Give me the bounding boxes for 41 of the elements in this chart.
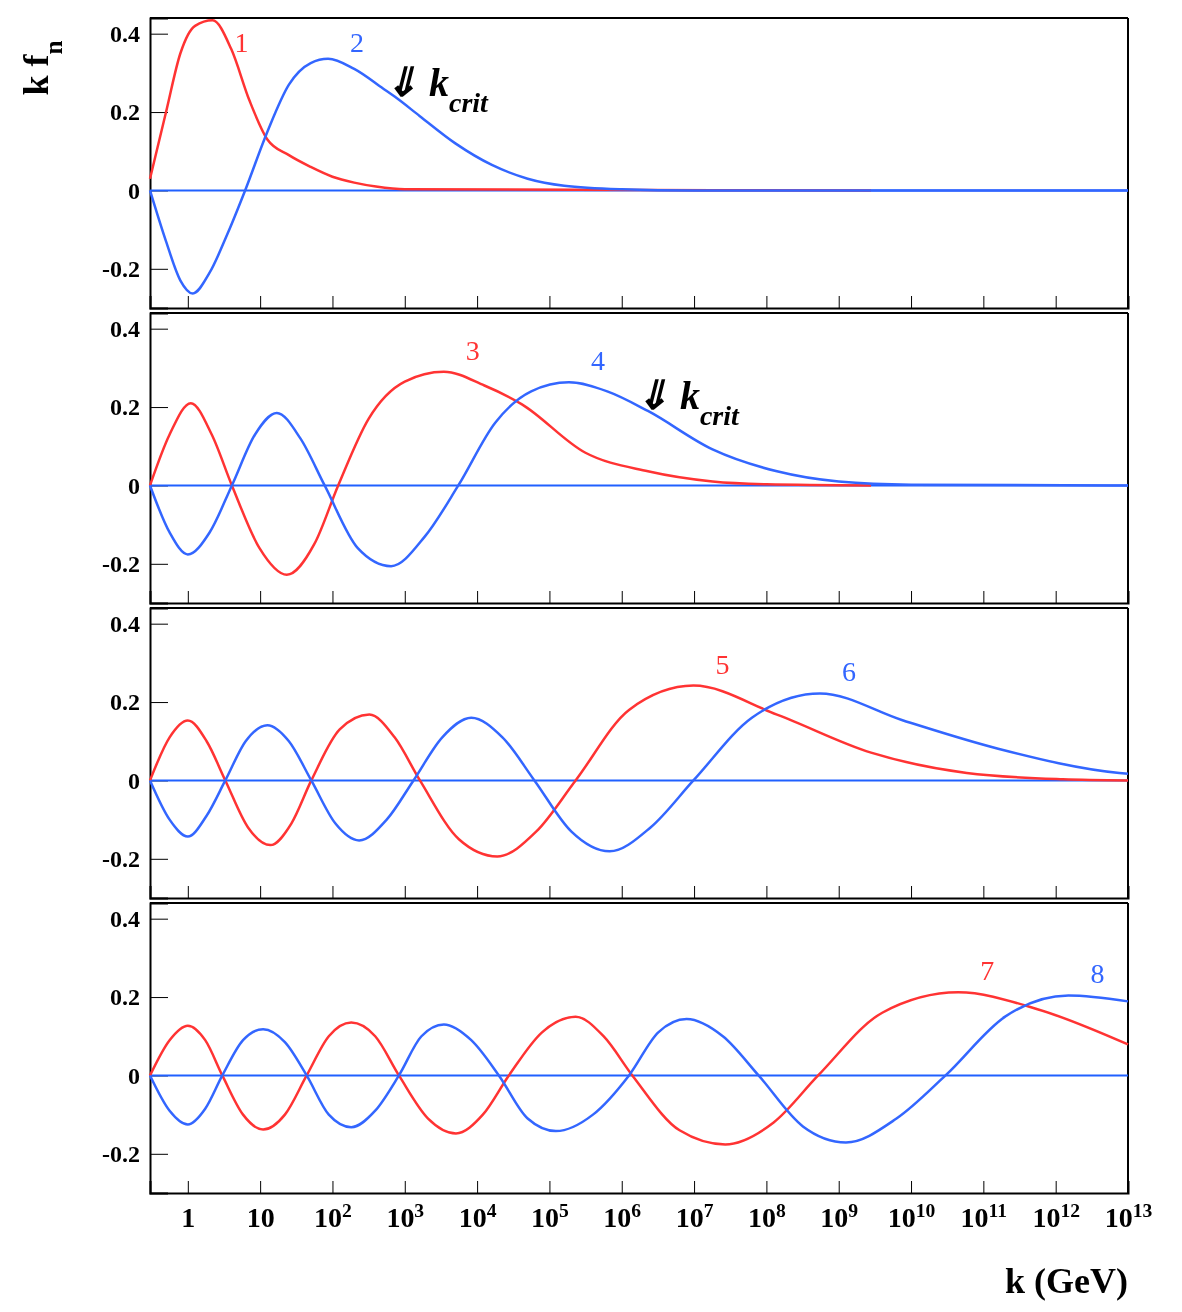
- series-label: 3: [465, 334, 480, 366]
- y-tick-label: 0.4: [110, 315, 140, 342]
- y-tick-label: -0.2: [102, 845, 140, 872]
- y-tick-label: 0.4: [110, 610, 140, 637]
- series-label: 1: [234, 27, 249, 58]
- x-tick-label: 10: [246, 1201, 275, 1233]
- annotation: ⇓ k$_{crit}$: [384, 60, 490, 118]
- series-label: 2: [350, 27, 365, 58]
- y-tick-label: 0: [128, 177, 140, 204]
- x-tick-label: 10$^{9}$: [820, 1199, 859, 1233]
- y-tick-label: 0: [128, 472, 140, 499]
- y-tick-label: -0.2: [102, 255, 140, 282]
- series-label: 7: [980, 955, 995, 987]
- y-tick-label: 0.2: [110, 984, 140, 1011]
- x-tick-label: 10$^{8}$: [747, 1199, 786, 1233]
- y-tick-label: -0.2: [102, 1140, 140, 1167]
- x-tick-label: 1: [181, 1201, 196, 1233]
- y-tick-label: 0.2: [110, 689, 140, 716]
- x-axis-title: k (GeV): [1005, 1261, 1128, 1301]
- series-label: 5: [715, 648, 730, 680]
- x-tick-label: 10$^{7}$: [675, 1199, 714, 1233]
- y-tick-label: 0: [128, 1062, 140, 1089]
- series-label: 6: [841, 656, 856, 688]
- annotation: ⇓ k$_{crit}$: [635, 372, 741, 431]
- y-tick-label: 0.2: [110, 394, 140, 421]
- y-tick-label: 0: [128, 767, 140, 794]
- x-tick-label: 10$^{2}$: [314, 1199, 352, 1233]
- x-tick-label: 10$^{13}$: [1104, 1199, 1153, 1233]
- x-tick-label: 10$^{6}$: [603, 1199, 642, 1233]
- x-tick-label: 10$^{12}$: [1032, 1199, 1080, 1233]
- x-tick-label: 10$^{4}$: [458, 1199, 497, 1233]
- x-tick-label: 10$^{10}$: [887, 1199, 936, 1233]
- x-tick-label: 10$^{5}$: [531, 1199, 570, 1233]
- series-label: 8: [1090, 958, 1105, 990]
- x-tick-label: 10$^{3}$: [386, 1199, 425, 1233]
- y-tick-label: -0.2: [102, 550, 140, 577]
- x-tick-label: 10$^{11}$: [960, 1199, 1008, 1233]
- series-label: 4: [590, 345, 605, 377]
- y-tick-label: 0.2: [110, 99, 140, 126]
- y-tick-label: 0.4: [110, 905, 140, 932]
- y-tick-label: 0.4: [110, 20, 140, 47]
